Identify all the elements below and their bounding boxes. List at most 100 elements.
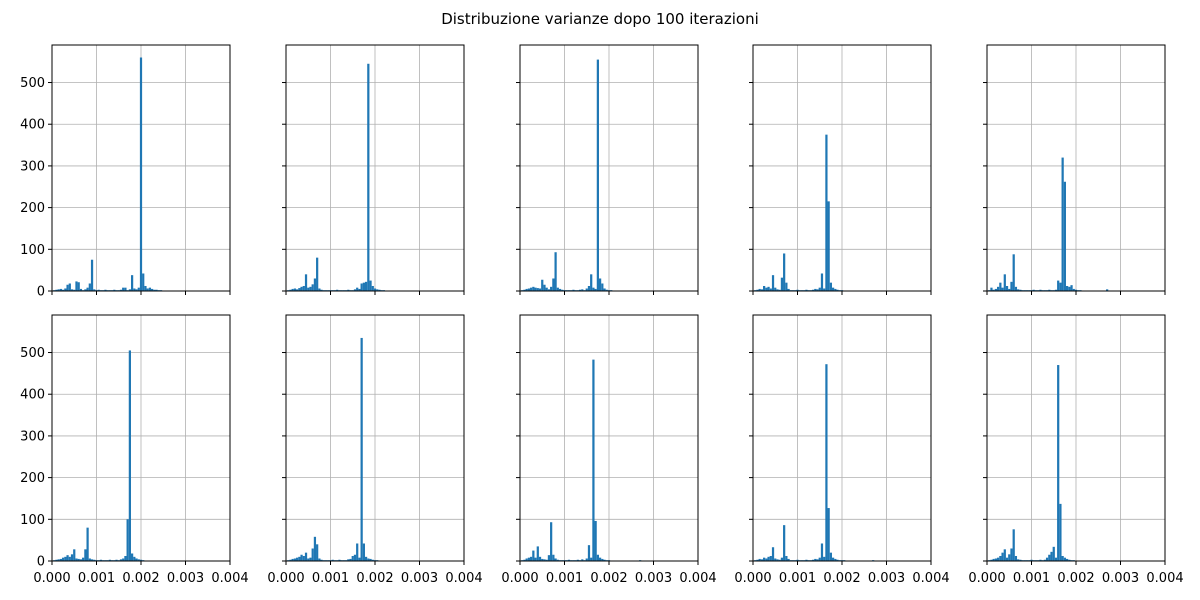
subplot-row1-col3 bbox=[516, 44, 699, 295]
histogram-bar bbox=[139, 559, 143, 561]
x-tick-label: 0.000 bbox=[968, 571, 1005, 586]
histogram-bar bbox=[796, 559, 799, 561]
histogram-bar bbox=[538, 288, 542, 291]
histogram-bar bbox=[68, 283, 71, 291]
x-tick-label: 0.004 bbox=[445, 571, 482, 586]
y-tick-label: 400 bbox=[20, 118, 45, 133]
histogram-bar bbox=[358, 557, 361, 561]
histogram-bar bbox=[1019, 559, 1022, 561]
histogram-bar bbox=[1008, 554, 1011, 561]
histogram-bar bbox=[556, 559, 559, 561]
histogram-bar bbox=[831, 557, 835, 561]
histogram-bar bbox=[776, 559, 779, 561]
histogram-bar bbox=[992, 289, 995, 291]
histogram-bar bbox=[66, 284, 69, 291]
x-tick-label: 0.003 bbox=[401, 571, 438, 586]
x-tick-label: 0.001 bbox=[546, 571, 583, 586]
histogram-bar bbox=[137, 559, 140, 561]
histogram-bar bbox=[523, 559, 526, 561]
histogram-bar bbox=[999, 555, 1002, 561]
histogram-bar bbox=[1061, 555, 1064, 561]
histogram-bar bbox=[598, 557, 602, 561]
histogram-bar bbox=[66, 555, 69, 561]
histogram-bar bbox=[75, 558, 78, 561]
histogram-bar bbox=[994, 558, 998, 561]
histogram-bar bbox=[818, 287, 821, 291]
histogram-bar bbox=[62, 289, 65, 291]
histogram-bar bbox=[347, 289, 350, 291]
histogram-bar bbox=[331, 559, 334, 561]
histogram-bar bbox=[994, 288, 998, 291]
histogram-bar bbox=[115, 559, 118, 561]
histogram-bar bbox=[1054, 289, 1058, 291]
histogram-bar bbox=[1012, 529, 1015, 561]
histogram-bar bbox=[311, 548, 314, 561]
histogram-bar bbox=[155, 289, 158, 291]
histogram-bar bbox=[538, 556, 542, 561]
histogram-bar bbox=[82, 557, 85, 561]
histogram-bar bbox=[992, 558, 995, 561]
x-tick-label: 0.004 bbox=[679, 571, 716, 586]
histogram-bar bbox=[124, 287, 127, 291]
histogram-bar bbox=[1014, 555, 1018, 561]
histogram-bar bbox=[73, 549, 76, 561]
histogram-bar bbox=[347, 559, 350, 561]
histogram-bar bbox=[1057, 280, 1060, 291]
histogram-bar bbox=[119, 289, 123, 291]
histogram-bar bbox=[536, 288, 539, 291]
histogram-bar bbox=[1068, 559, 1071, 561]
histogram-bar bbox=[302, 555, 305, 561]
histogram-bar bbox=[1057, 365, 1060, 561]
histogram-bar bbox=[128, 350, 131, 561]
histogram-bar bbox=[545, 559, 548, 561]
histogram-bar bbox=[1003, 274, 1006, 291]
histogram-bar bbox=[84, 549, 87, 561]
histogram-bar bbox=[133, 288, 136, 291]
histogram-bar bbox=[304, 274, 308, 291]
x-tick-label: 0.000 bbox=[267, 571, 304, 586]
histogram-bar bbox=[55, 289, 58, 291]
histogram-bar bbox=[353, 289, 357, 291]
histogram-bar bbox=[543, 284, 546, 291]
histogram-bar bbox=[1050, 551, 1053, 561]
histogram-bar bbox=[318, 558, 321, 561]
histogram-bar bbox=[298, 556, 301, 561]
histogram-bar bbox=[825, 364, 828, 561]
histogram-bar bbox=[558, 288, 562, 291]
x-tick-label: 0.002 bbox=[1057, 571, 1094, 586]
histogram-bar bbox=[351, 555, 354, 561]
histogram-bar bbox=[316, 544, 319, 561]
histogram-bar bbox=[62, 557, 65, 561]
histogram-bar bbox=[545, 287, 548, 291]
histogram-bar bbox=[999, 282, 1002, 291]
histogram-bar bbox=[778, 559, 781, 561]
histogram-bar bbox=[796, 289, 799, 291]
histogram-bar bbox=[1039, 289, 1042, 291]
histogram-bar bbox=[309, 557, 312, 561]
histogram-bar bbox=[1061, 157, 1064, 291]
histogram-bar bbox=[135, 558, 138, 561]
histogram-bar bbox=[829, 552, 832, 561]
histogram-bar bbox=[532, 286, 535, 291]
histogram-bar bbox=[525, 558, 528, 561]
histogram-bar bbox=[758, 558, 761, 561]
histogram-bar bbox=[825, 134, 828, 291]
histogram-bar bbox=[767, 556, 770, 561]
subplot-row2-col5: 0.000 0.001 0.002 0.003 0.004 bbox=[968, 314, 1184, 586]
histogram-bar bbox=[289, 289, 292, 291]
histogram-bar bbox=[760, 289, 764, 291]
x-tick-label: 0.001 bbox=[78, 571, 115, 586]
histogram-bar bbox=[601, 283, 604, 291]
histogram-bar bbox=[1005, 557, 1009, 561]
histogram-bar bbox=[1005, 285, 1009, 291]
histogram-bar bbox=[823, 288, 826, 291]
histogram-bar bbox=[541, 558, 544, 561]
subplot-row2-col2: 0.000 0.001 0.002 0.003 0.004 bbox=[267, 314, 483, 586]
histogram-bar bbox=[997, 557, 1000, 561]
subplot-row1-col4 bbox=[749, 44, 932, 295]
histogram-bar bbox=[148, 287, 152, 291]
histogram-bar bbox=[596, 554, 599, 561]
histogram-bar bbox=[119, 559, 123, 561]
histogram-bar bbox=[367, 63, 370, 291]
